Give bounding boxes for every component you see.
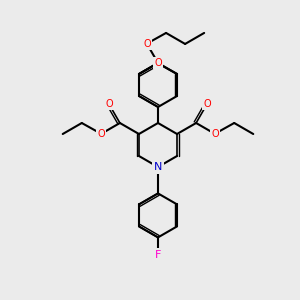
Text: N: N [154,162,162,172]
Text: O: O [105,99,113,109]
Text: O: O [203,99,211,109]
Text: O: O [143,39,151,49]
Text: F: F [155,250,161,260]
Text: O: O [97,129,105,139]
Text: O: O [154,58,162,68]
Text: O: O [211,129,219,139]
